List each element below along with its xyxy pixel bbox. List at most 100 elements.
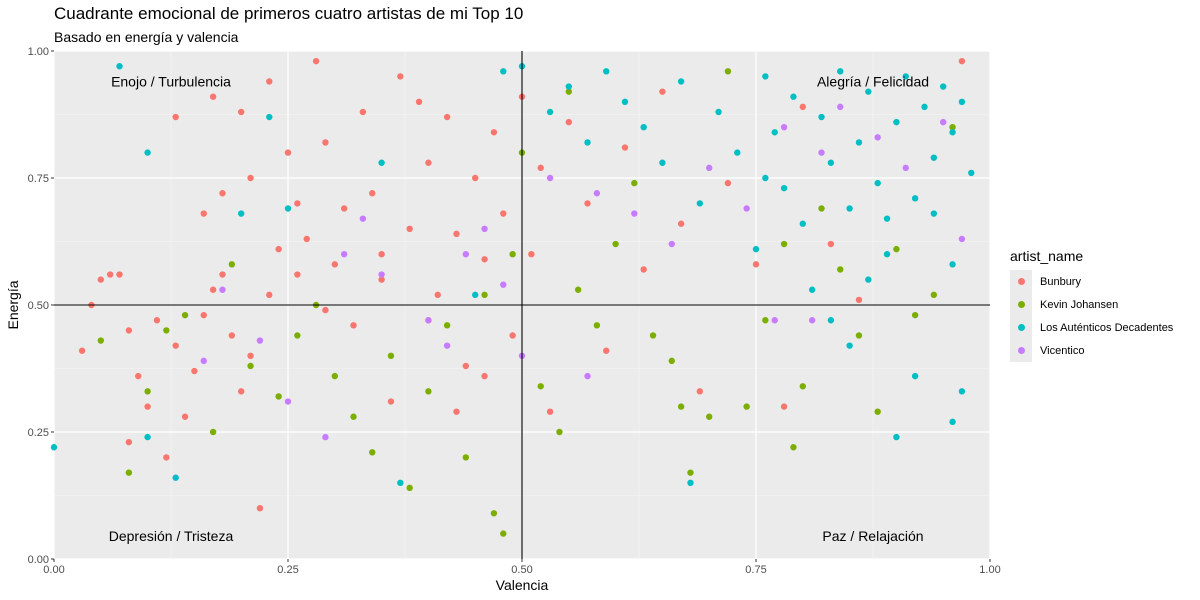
point-los-autenticos-decadentes [696,200,704,207]
point-bunbury [453,408,460,415]
point-kevin-johansen [500,530,507,537]
point-los-autenticos-decadentes [734,149,741,156]
point-bunbury [799,103,806,111]
point-los-autenticos-decadentes [958,98,966,106]
legend: artist_name Bunbury Kevin Johansen Los Aut… [1010,248,1173,362]
point-kevin-johansen [331,372,338,380]
point-vicentico [481,225,488,232]
point-kevin-johansen [565,88,572,95]
point-bunbury [481,256,488,263]
point-los-autenticos-decadentes [902,73,909,80]
point-los-autenticos-decadentes [883,215,891,222]
legend-key [1010,339,1032,362]
legend-dot-icon [1017,301,1025,308]
legend-item: Bunbury [1010,270,1173,293]
y-axis-label: Energía [5,280,21,329]
point-kevin-johansen [911,311,919,319]
point-bunbury [780,403,788,410]
point-vicentico [462,251,470,258]
point-vicentico [200,357,207,365]
point-bunbury [462,362,470,370]
point-bunbury [415,98,423,106]
point-bunbury [200,210,207,217]
point-kevin-johansen [631,179,638,187]
point-los-autenticos-decadentes [50,444,58,451]
point-bunbury [106,271,114,278]
point-bunbury [238,108,245,116]
reference-lines [54,51,990,559]
y-tick-label: 0.00 [28,554,49,566]
point-bunbury [406,225,413,232]
point-vicentico [631,210,638,217]
point-bunbury [322,306,329,314]
legend-dot-icon [1017,324,1025,331]
point-kevin-johansen [837,266,844,273]
point-bunbury [247,352,254,359]
point-vicentico [668,240,675,248]
point-bunbury [331,261,338,268]
point-kevin-johansen [780,240,788,248]
point-bunbury [443,113,451,121]
point-kevin-johansen [275,393,282,400]
point-los-autenticos-decadentes [846,205,853,212]
point-los-autenticos-decadentes [762,174,769,182]
point-kevin-johansen [706,413,713,420]
point-bunbury [191,367,198,375]
point-los-autenticos-decadentes [837,68,844,75]
point-bunbury [228,332,236,339]
point-los-autenticos-decadentes [930,154,938,161]
point-bunbury [855,296,863,304]
point-bunbury [378,276,385,283]
chart-title: Cuadrante emocional de primeros cuatro a… [54,4,524,23]
point-vicentico [818,149,825,156]
point-kevin-johansen [930,291,938,299]
point-vicentico [743,205,750,212]
point-kevin-johansen [406,484,413,492]
point-vicentico [706,164,713,172]
quadrant-label-top-right: Alegría / Felicidad [817,73,929,89]
point-los-autenticos-decadentes [687,479,694,486]
point-los-autenticos-decadentes [172,474,179,481]
point-bunbury [172,113,179,121]
point-bunbury [387,398,395,405]
point-los-autenticos-decadentes [472,291,479,299]
point-vicentico [500,281,507,288]
point-los-autenticos-decadentes [949,418,956,426]
point-bunbury [490,129,498,136]
point-bunbury [135,372,142,380]
point-bunbury [209,286,217,293]
point-bunbury [481,372,488,380]
x-tick-label: 1.00 [979,564,1000,576]
x-tick-label: 0.75 [745,564,766,576]
point-kevin-johansen [462,454,470,461]
point-los-autenticos-decadentes [397,479,404,486]
point-bunbury [256,505,264,512]
point-bunbury [696,388,704,395]
point-kevin-johansen [163,327,170,334]
x-axis-label: Valencia [496,577,549,593]
point-los-autenticos-decadentes [266,113,273,121]
point-vicentico [340,251,348,258]
point-kevin-johansen [818,205,825,212]
point-bunbury [509,332,516,339]
point-kevin-johansen [612,240,619,248]
point-vicentico [322,433,329,441]
point-vicentico [284,398,292,405]
point-los-autenticos-decadentes [116,63,123,70]
point-bunbury [284,149,292,156]
point-los-autenticos-decadentes [715,108,722,116]
point-kevin-johansen [724,68,732,75]
point-bunbury [125,438,133,446]
point-los-autenticos-decadentes [930,210,938,217]
point-los-autenticos-decadentes [827,159,835,166]
point-kevin-johansen [855,332,863,339]
point-los-autenticos-decadentes [968,169,975,177]
point-los-autenticos-decadentes [790,93,797,100]
point-los-autenticos-decadentes [284,205,292,212]
quadrant-label-top-left: Enojo / Turbulencia [111,73,231,89]
chart-subtitle: Basado en energía y valencia [54,29,239,45]
legend-dot-icon [1017,347,1025,354]
x-tick-label: 0.00 [43,564,64,576]
point-los-autenticos-decadentes [640,124,647,131]
point-vicentico [219,286,226,293]
